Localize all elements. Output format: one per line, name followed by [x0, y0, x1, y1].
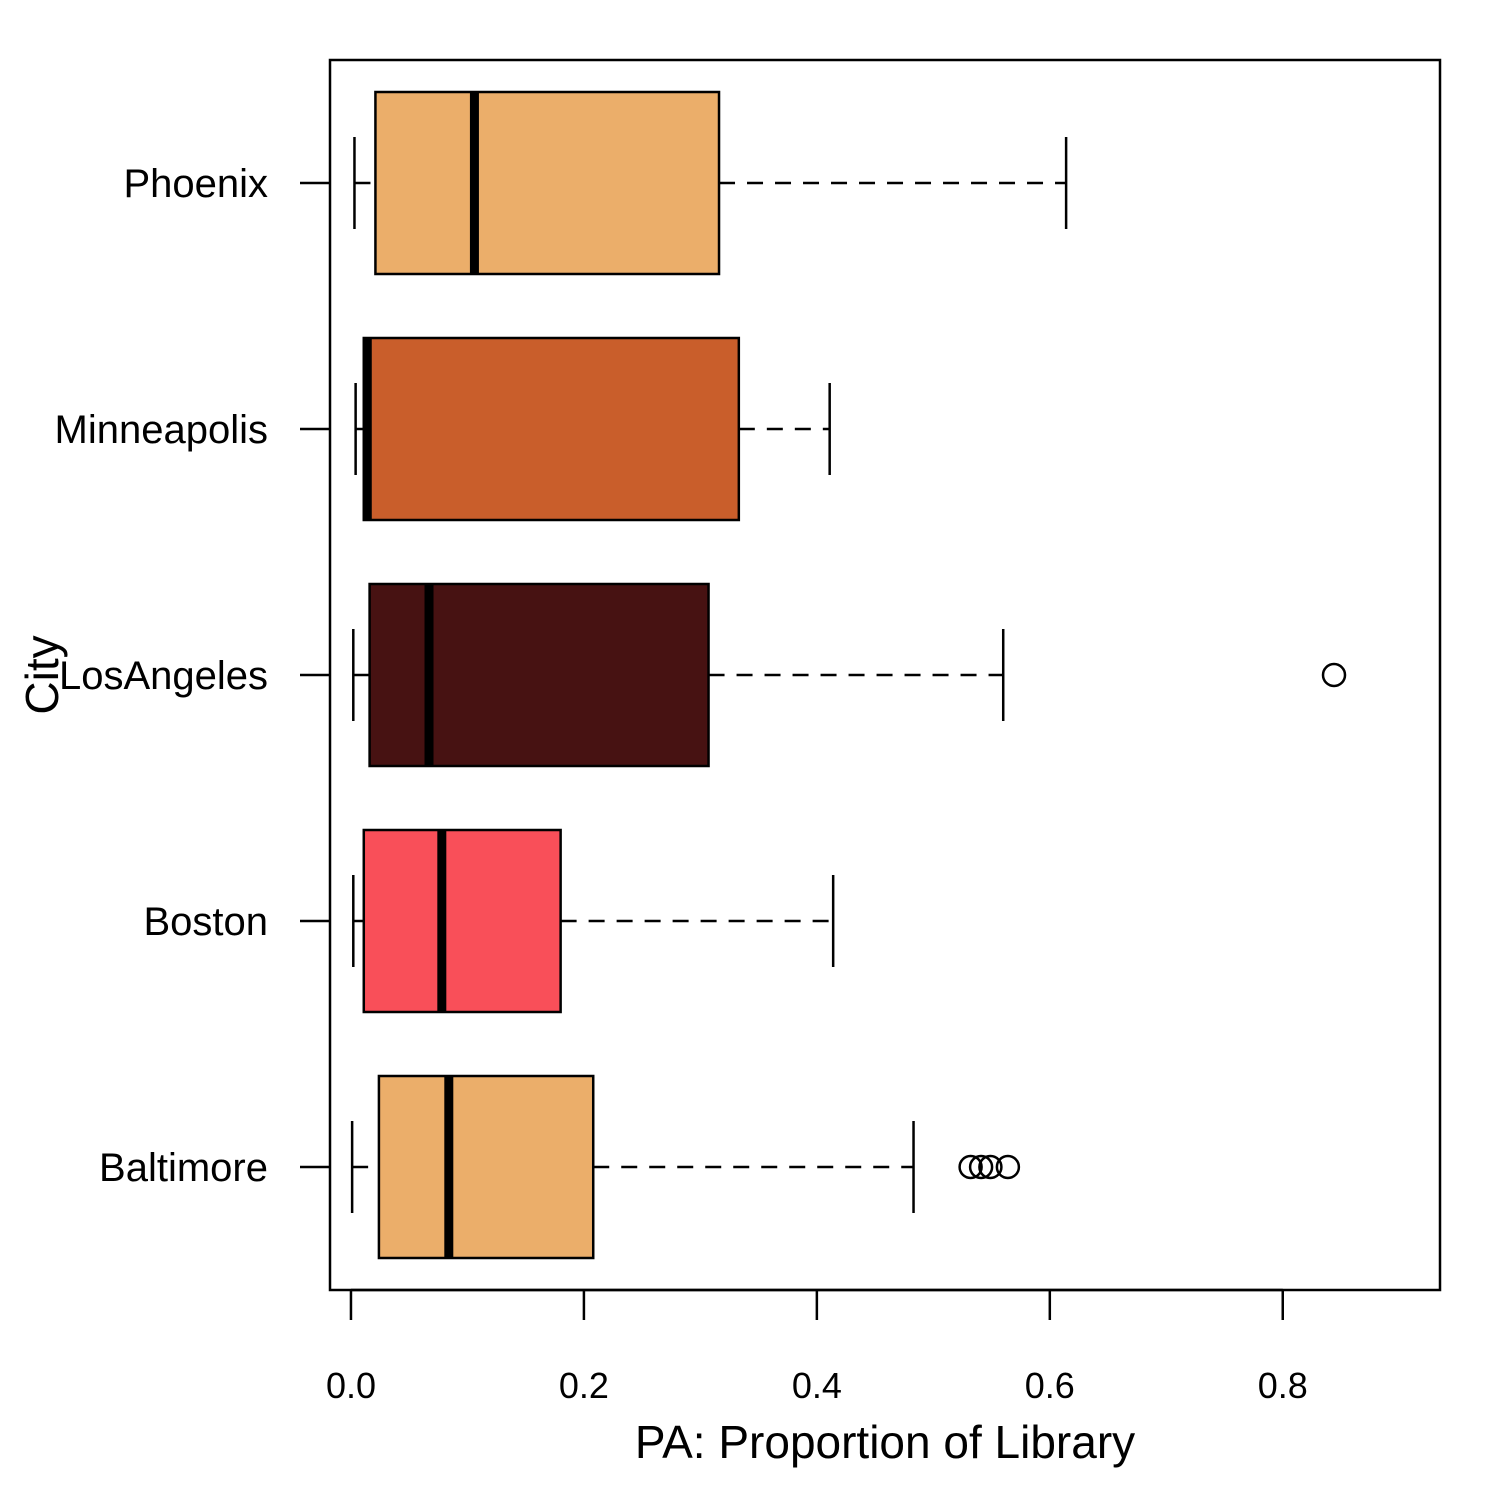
box-minneapolis	[354, 336, 831, 522]
outlier-point-baltimore-2	[968, 1154, 994, 1180]
box-phoenix	[353, 90, 1068, 276]
iqr-box-baltimore	[377, 1074, 595, 1260]
plot-marks	[350, 90, 1347, 1260]
outlier-point-baltimore-3	[978, 1154, 1003, 1180]
box-baltimore	[350, 1074, 1021, 1260]
x-tick-label-3: 0.6	[1025, 1365, 1075, 1406]
y-tick-label-losangeles: LosAngeles	[59, 654, 268, 698]
x-tick-label-1: 0.2	[559, 1365, 609, 1406]
iqr-box-losangeles	[368, 582, 710, 768]
box-losangeles	[352, 582, 1347, 768]
x-axis: 0.0 0.2 0.4 0.6 0.8	[326, 1288, 1308, 1406]
y-tick-label-minneapolis: Minneapolis	[55, 408, 268, 452]
box-boston	[352, 828, 835, 1014]
y-tick-label-boston: Boston	[143, 900, 268, 944]
iqr-box-minneapolis	[362, 336, 741, 522]
outlier-point-baltimore-1	[958, 1154, 983, 1180]
outlier-point-baltimore-4	[995, 1154, 1021, 1180]
iqr-box-boston	[362, 828, 562, 1014]
iqr-box-phoenix	[374, 90, 721, 276]
y-axis-title: City	[16, 635, 68, 714]
y-tick-label-phoenix: Phoenix	[123, 162, 268, 206]
x-axis-title: PA: Proportion of Library	[635, 1416, 1135, 1468]
x-tick-label-2: 0.4	[792, 1365, 842, 1406]
x-tick-label-4: 0.8	[1258, 1365, 1308, 1406]
y-tick-label-baltimore: Baltimore	[99, 1146, 268, 1190]
y-axis: Phoenix Minneapolis LosAngeles Boston Baltim…	[55, 162, 330, 1190]
x-tick-label-0: 0.0	[326, 1365, 376, 1406]
outlier-point-losangeles-1	[1321, 662, 1347, 688]
